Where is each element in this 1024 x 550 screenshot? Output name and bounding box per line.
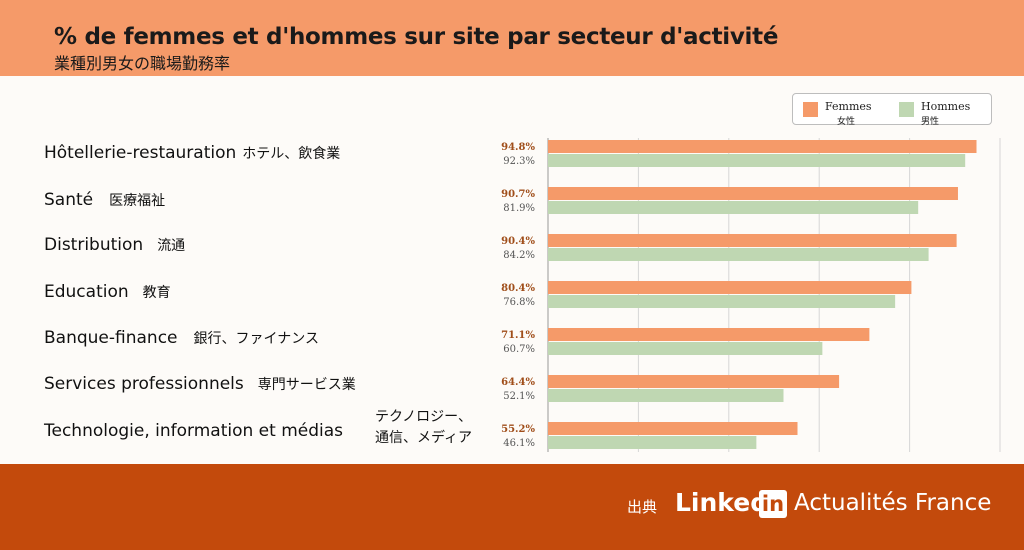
bar-femmes-1 <box>548 187 958 200</box>
category-label-banque: Banque-finance 銀行、ファイナンス <box>44 328 319 348</box>
bar-femmes-3 <box>548 281 912 294</box>
category-sublabel-technologie: テクノロジー、 通信、メディア <box>375 409 473 446</box>
value-label-hommes-5: 52.1% <box>503 391 535 402</box>
bar-femmes-5 <box>548 375 840 388</box>
bar-hommes-2 <box>548 248 929 261</box>
bar-femmes-2 <box>548 234 957 247</box>
bar-femmes-0 <box>548 140 977 153</box>
bar-hommes-6 <box>548 436 757 449</box>
bar-hommes-4 <box>548 342 823 355</box>
bar-femmes-6 <box>548 422 798 435</box>
value-label-hommes-3: 76.8% <box>503 297 535 308</box>
value-label-hommes-4: 60.7% <box>503 344 535 355</box>
chart-title: % de femmes et d'hommes sur site par sec… <box>54 24 779 50</box>
category-label-hotellerie: Hôtellerie-restauration ホテル、飲食業 <box>44 143 341 163</box>
value-label-femmes-5: 64.4% <box>501 377 535 388</box>
brand-actualites: Actualités France <box>794 490 992 516</box>
value-label-femmes-4: 71.1% <box>501 330 535 341</box>
legend-swatch-femmes <box>803 102 818 117</box>
value-label-femmes-1: 90.7% <box>501 189 535 200</box>
value-label-hommes-6: 46.1% <box>503 438 535 449</box>
legend-sublabel-hommes: 男性 <box>921 117 940 127</box>
category-label-technologie: Technologie, information et médias <box>44 421 344 441</box>
brand-linked: Linked <box>675 488 769 517</box>
category-label-sante: Santé 医療福祉 <box>44 190 166 210</box>
value-label-femmes-2: 90.4% <box>501 236 535 247</box>
legend-label-hommes: Hommes <box>921 100 971 113</box>
value-label-femmes-6: 55.2% <box>501 424 535 435</box>
bar-hommes-1 <box>548 201 919 214</box>
legend-sublabel-femmes: 女性 <box>837 117 856 127</box>
legend-swatch-hommes <box>899 102 914 117</box>
bar-femmes-4 <box>548 328 870 341</box>
value-label-hommes-1: 81.9% <box>503 203 535 214</box>
value-label-femmes-0: 94.8% <box>501 142 535 153</box>
footer-banner <box>0 464 1024 550</box>
value-label-femmes-3: 80.4% <box>501 283 535 294</box>
value-label-hommes-0: 92.3% <box>503 156 535 167</box>
chart-subtitle: 業種別男女の職場勤務率 <box>54 54 231 73</box>
header-banner: % de femmes et d'hommes sur site par sec… <box>0 0 1024 76</box>
source-label: 出典 <box>627 498 658 516</box>
legend-label-femmes: Femmes <box>825 100 872 113</box>
value-label-hommes-2: 84.2% <box>503 250 535 261</box>
bar-hommes-5 <box>548 389 784 402</box>
bar-hommes-3 <box>548 295 896 308</box>
category-label-education: Education 教育 <box>44 282 171 302</box>
bar-hommes-0 <box>548 154 966 167</box>
category-label-distribution: Distribution 流通 <box>44 235 186 255</box>
legend: Femmes 女性 Hommes 男性 <box>792 93 992 127</box>
category-label-services: Services professionnels 専門サービス業 <box>44 374 356 394</box>
linkedin-logo-icon: in <box>759 490 787 518</box>
